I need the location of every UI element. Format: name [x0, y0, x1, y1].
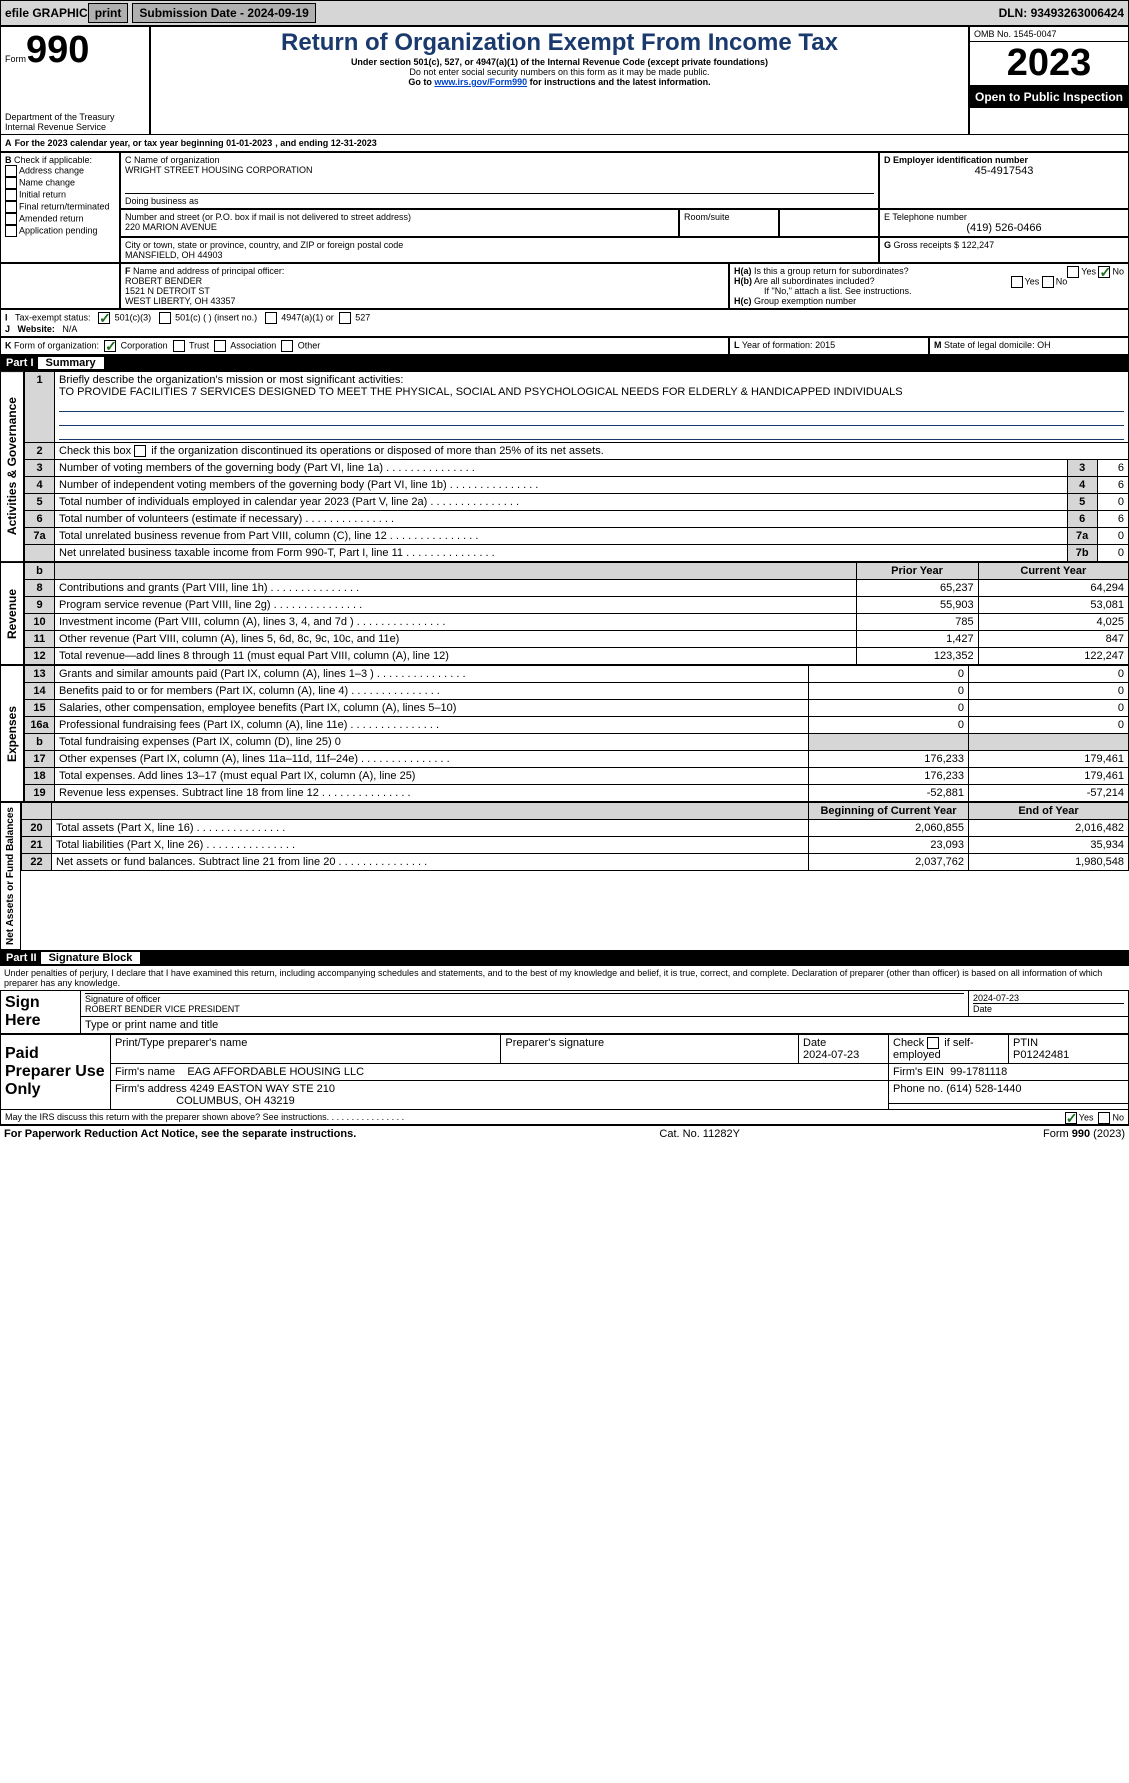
box-e: E Telephone number (419) 526-0466	[879, 209, 1129, 237]
form-title: Return of Organization Exempt From Incom…	[155, 29, 964, 57]
checkbox-527[interactable]	[339, 312, 351, 324]
firm-name: EAG AFFORDABLE HOUSING LLC	[187, 1066, 364, 1078]
gross-receipts: 122,247	[962, 240, 995, 250]
ein: 45-4917543	[884, 165, 1124, 177]
top-bar: efile GRAPHIC print Submission Date - 20…	[0, 0, 1129, 26]
efile-label: efile GRAPHIC	[5, 6, 88, 20]
checkbox-address[interactable]	[5, 165, 17, 177]
checkbox-final[interactable]	[5, 201, 17, 213]
sign-here: Sign Here	[1, 991, 81, 1034]
firm-ein: 99-1781118	[950, 1066, 1007, 1078]
form-subtitle: Under section 501(c), 527, or 4947(a)(1)…	[155, 57, 964, 67]
website: N/A	[62, 324, 77, 334]
dept-treasury: Department of the Treasury	[5, 112, 145, 122]
ssn-note: Do not enter social security numbers on …	[155, 67, 964, 77]
box-m: M State of legal domicile: OH	[929, 337, 1129, 355]
checkbox-assoc[interactable]	[214, 340, 226, 352]
sidebar-activities: Activities & Governance	[0, 371, 24, 562]
summary-revenue: bPrior YearCurrent Year 8Contributions a…	[24, 562, 1129, 665]
box-d: D Employer identification number 45-4917…	[879, 152, 1129, 209]
sidebar-expenses: Expenses	[0, 665, 24, 802]
form-header: Form990 Department of the Treasury Inter…	[0, 26, 1129, 135]
sidebar-revenue: Revenue	[0, 562, 24, 665]
checkbox-4947[interactable]	[265, 312, 277, 324]
checkbox-ha-yes[interactable]	[1067, 266, 1079, 278]
box-h: H(a) Is this a group return for subordin…	[729, 263, 1129, 309]
checkbox-hb-no[interactable]	[1042, 276, 1054, 288]
summary-netassets: Beginning of Current YearEnd of Year 20T…	[21, 802, 1129, 871]
room-suite: Room/suite	[679, 209, 779, 237]
part-i-header: Part I Summary	[0, 355, 1129, 371]
box-f: F Name and address of principal officer:…	[120, 263, 729, 309]
firm-phone: (614) 528-1440	[946, 1083, 1021, 1095]
sign-date: 2024-07-23	[973, 993, 1124, 1003]
irs-link[interactable]: www.irs.gov/Form990	[434, 77, 527, 87]
checkbox-name[interactable]	[5, 177, 17, 189]
checkbox-discontinued[interactable]	[134, 445, 146, 457]
checkbox-initial[interactable]	[5, 189, 17, 201]
cat-no: Cat. No. 11282Y	[659, 1128, 740, 1140]
part-ii-header: Part II Signature Block	[0, 950, 1129, 966]
form-number: 990	[26, 29, 89, 71]
phone: (419) 526-0466	[884, 222, 1124, 234]
checkbox-hb-yes[interactable]	[1011, 276, 1023, 288]
footer: For Paperwork Reduction Act Notice, see …	[0, 1125, 1129, 1142]
checkbox-amended[interactable]	[5, 213, 17, 225]
checkbox-self-employed[interactable]	[927, 1037, 939, 1049]
checkbox-501c[interactable]	[159, 312, 171, 324]
goto-line: Go to www.irs.gov/Form990 for instructio…	[155, 77, 964, 87]
ptin: P01242481	[1013, 1049, 1069, 1061]
paid-preparer-block: Paid Preparer Use Only Print/Type prepar…	[0, 1034, 1129, 1110]
org-name: WRIGHT STREET HOUSING CORPORATION	[125, 165, 874, 175]
summary-expenses: 13Grants and similar amounts paid (Part …	[24, 665, 1129, 802]
dln: DLN: 93493263006424	[999, 6, 1124, 20]
open-public: Open to Public Inspection	[970, 86, 1128, 108]
form-label: Form	[5, 54, 26, 64]
discuss-row: May the IRS discuss this return with the…	[0, 1110, 1129, 1125]
checkbox-other[interactable]	[281, 340, 293, 352]
checkbox-corp[interactable]	[104, 340, 116, 352]
officer-name: ROBERT BENDER VICE PRESIDENT	[85, 1004, 964, 1014]
box-b: B Check if applicable: Address change Na…	[0, 152, 120, 263]
line-a: A For the 2023 calendar year, or tax yea…	[0, 135, 1129, 152]
checkbox-discuss-no[interactable]	[1098, 1112, 1110, 1124]
box-g: G Gross receipts $ 122,247	[879, 237, 1129, 263]
signature-block: Sign Here Signature of officer ROBERT BE…	[0, 990, 1129, 1034]
omb-number: 1545-0047	[1014, 29, 1057, 39]
city-state: City or town, state or province, country…	[120, 237, 879, 263]
subdate-button: Submission Date - 2024-09-19	[132, 3, 315, 23]
box-l: L Year of formation: 2015	[729, 337, 929, 355]
sidebar-netassets: Net Assets or Fund Balances	[0, 802, 21, 950]
irs-label: Internal Revenue Service	[5, 122, 145, 132]
checkbox-pending[interactable]	[5, 225, 17, 237]
checkbox-501c3[interactable]	[98, 312, 110, 324]
box-k: K Form of organization: Corporation Trus…	[0, 337, 729, 355]
paid-preparer: Paid Preparer Use Only	[1, 1035, 111, 1110]
checkbox-trust[interactable]	[173, 340, 185, 352]
summary-activities: 1 Briefly describe the organization's mi…	[24, 371, 1129, 562]
checkbox-discuss-yes[interactable]	[1065, 1112, 1077, 1124]
tax-year: 2023	[970, 41, 1128, 86]
box-c: C Name of organization WRIGHT STREET HOU…	[120, 152, 879, 209]
street-address: Number and street (or P.O. box if mail i…	[120, 209, 679, 237]
mission-text: TO PROVIDE FACILITIES 7 SERVICES DESIGNE…	[59, 386, 903, 398]
print-button[interactable]: print	[88, 3, 129, 23]
checkbox-ha-no[interactable]	[1098, 266, 1110, 278]
perjury-statement: Under penalties of perjury, I declare th…	[0, 966, 1129, 990]
box-i: I Tax-exempt status: 501(c)(3) 501(c) ( …	[0, 309, 1129, 337]
